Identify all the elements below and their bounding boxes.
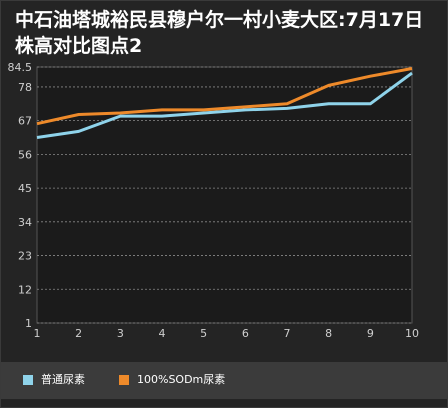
legend-label-series-1: 普通尿素 — [41, 373, 85, 386]
y-tick-label: 1 — [25, 317, 32, 330]
legend: 普通尿素 100%SODm尿素 — [1, 362, 447, 399]
y-tick-label: 84.5 — [8, 61, 33, 74]
legend-item-series-2[interactable]: 100%SODm尿素 — [119, 373, 225, 387]
legend-swatch-series-1 — [23, 375, 33, 385]
y-tick-label: 12 — [18, 283, 32, 296]
x-tick-label: 3 — [117, 327, 124, 340]
y-tick-label: 34 — [18, 216, 32, 229]
chart-title: 中石油塔城裕民县穆户尔一村小麦大区:7月17日株高对比图点2 — [15, 9, 424, 57]
plot-area — [36, 66, 413, 324]
y-tick-label: 23 — [18, 250, 32, 263]
x-tick-label: 10 — [405, 327, 419, 340]
x-tick-label: 2 — [75, 327, 82, 340]
y-tick-label: 78 — [18, 81, 32, 94]
series-line-2[interactable] — [36, 67, 413, 126]
x-tick-label: 4 — [159, 327, 166, 340]
y-axis-ticks: 1 12 23 34 45 56 67 78 84.5 — [8, 61, 33, 330]
x-tick-label: 7 — [284, 327, 291, 340]
series-lines — [36, 67, 413, 139]
series-line-1[interactable] — [36, 71, 413, 139]
x-tick-label: 6 — [242, 327, 249, 340]
x-tick-label: 5 — [200, 327, 207, 340]
x-axis-ticks: 1 2 3 4 5 6 7 8 9 10 — [34, 327, 420, 340]
x-tick-label: 9 — [367, 327, 374, 340]
y-tick-label: 67 — [18, 115, 32, 128]
x-tick-label: 1 — [34, 327, 41, 340]
x-tick-label: 8 — [325, 327, 332, 340]
legend-item-series-1[interactable]: 普通尿素 — [23, 373, 85, 387]
legend-label-series-2: 100%SODm尿素 — [137, 373, 226, 386]
grid-lines — [37, 66, 412, 324]
y-tick-label: 45 — [18, 182, 32, 195]
y-tick-label: 56 — [18, 148, 32, 161]
legend-swatch-series-2 — [119, 375, 129, 385]
